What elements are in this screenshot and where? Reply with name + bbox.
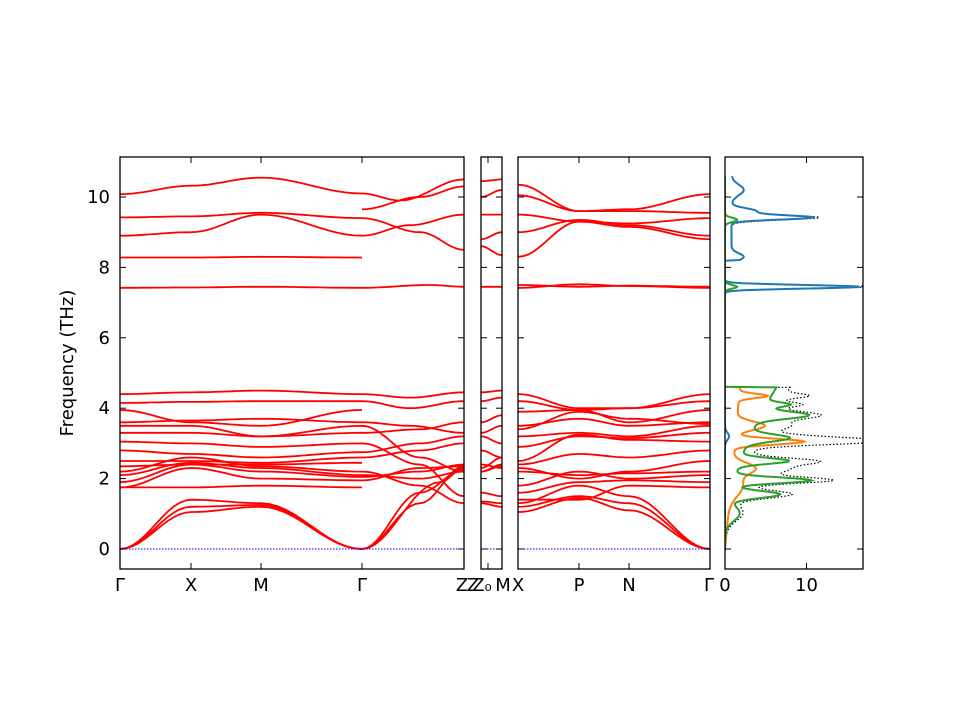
band-p3-10	[518, 417, 710, 427]
y-tick-label-0: 0	[99, 539, 110, 560]
dos-x-tick-label-10: 10	[795, 575, 818, 596]
band-structure	[120, 176, 710, 550]
band-p3-23	[518, 410, 710, 431]
kpoint-label-z-1: Z	[456, 575, 468, 596]
band-p1-7	[120, 389, 464, 399]
dos-x-tick-label-0: 0	[719, 575, 730, 596]
band-p3-4	[518, 220, 710, 258]
band-p3-3	[518, 218, 710, 237]
ticks: 0 2 4 6 8 10 0 10	[87, 157, 863, 596]
dos-panel-frame	[724, 156, 864, 570]
band-p3-8	[518, 400, 710, 411]
kpoint-label-gamma-2: Γ	[357, 575, 367, 596]
band-p3-2	[518, 213, 710, 225]
band-p1-2	[120, 211, 363, 219]
band-p2-11	[481, 449, 502, 459]
dos-green-curve	[725, 176, 816, 551]
band-p2-10	[481, 435, 502, 445]
y-axis-label: Frequency (THz)	[57, 290, 78, 437]
band-p2-8	[481, 414, 502, 424]
band-p3-14	[518, 449, 710, 466]
band-p1-3	[120, 213, 464, 237]
y-tick-label-8: 8	[99, 257, 110, 278]
band-p3-13	[518, 433, 710, 462]
band-p1-10	[120, 417, 464, 434]
band-p1-21	[120, 484, 362, 489]
band-p3-18	[518, 479, 710, 494]
band-p2-15	[481, 491, 502, 498]
band-p2-3	[481, 245, 502, 256]
band-p2-6	[481, 389, 502, 394]
band-p1-13	[120, 440, 464, 498]
dos-curves	[725, 175, 863, 551]
band-p2-17	[481, 502, 502, 508]
band-p2-12	[481, 463, 502, 469]
y-tick-label-2: 2	[99, 469, 110, 490]
kpoint-label-m-1: M	[253, 575, 269, 596]
dos-total-curve	[725, 176, 863, 551]
kpoint-label-z0: Z₀	[472, 575, 492, 596]
band-p1-20	[120, 465, 464, 489]
band-p1-14	[120, 435, 464, 459]
band-p2-0	[481, 178, 502, 183]
y-tick-label-4: 4	[99, 398, 110, 419]
band-p1-18	[120, 461, 464, 480]
band-p3-11	[518, 424, 710, 438]
kpoint-label-z-2: Z	[467, 575, 479, 596]
panel-2-frame	[480, 156, 503, 570]
band-p2-1	[481, 189, 502, 198]
kpoint-label-x-2: X	[512, 575, 524, 596]
kpoint-label-n: N	[622, 575, 635, 596]
band-p1-4	[361, 217, 464, 251]
panel-3-frame	[517, 156, 711, 570]
band-p1-1	[361, 185, 464, 211]
dos-blue-curve	[725, 175, 860, 551]
y-tick-label-6: 6	[99, 328, 110, 349]
band-p1-12	[120, 421, 464, 438]
band-p2-9	[481, 424, 502, 434]
kpoint-label-x-1: X	[185, 575, 197, 596]
band-p2-16	[481, 500, 502, 505]
band-p1-11	[120, 424, 464, 473]
band-p3-19	[518, 484, 710, 501]
band-p1-15	[120, 442, 464, 464]
band-p1-6	[120, 284, 464, 289]
band-p3-22	[518, 497, 710, 550]
band-p3-21	[518, 495, 710, 550]
band-p1-5	[120, 255, 362, 259]
band-p2-18	[481, 465, 502, 473]
panel-1-frame	[119, 156, 465, 570]
band-p1-9	[120, 409, 363, 427]
y-tick-label-10: 10	[87, 187, 110, 208]
band-p1-0	[120, 176, 464, 202]
band-p3-17	[518, 470, 710, 487]
band-p3-1	[518, 194, 710, 214]
kpoint-label-gamma-3: Γ	[704, 575, 714, 596]
band-p2-4	[481, 231, 502, 241]
kpoint-label-gamma-1: Γ	[115, 575, 125, 596]
kpoint-label-p: P	[574, 575, 585, 596]
band-p1-24	[120, 467, 464, 550]
band-p1-8	[120, 400, 464, 410]
band-p2-7	[481, 396, 502, 403]
band-p3-20	[518, 484, 710, 550]
band-p1-19	[120, 463, 464, 483]
kpoint-label-m-2: M	[495, 575, 511, 596]
band-p3-6	[518, 284, 710, 288]
band-p3-0	[518, 183, 710, 212]
band-p2-13	[481, 456, 502, 469]
